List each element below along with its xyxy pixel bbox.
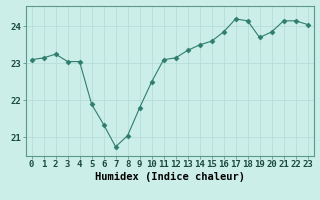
- X-axis label: Humidex (Indice chaleur): Humidex (Indice chaleur): [95, 172, 244, 182]
